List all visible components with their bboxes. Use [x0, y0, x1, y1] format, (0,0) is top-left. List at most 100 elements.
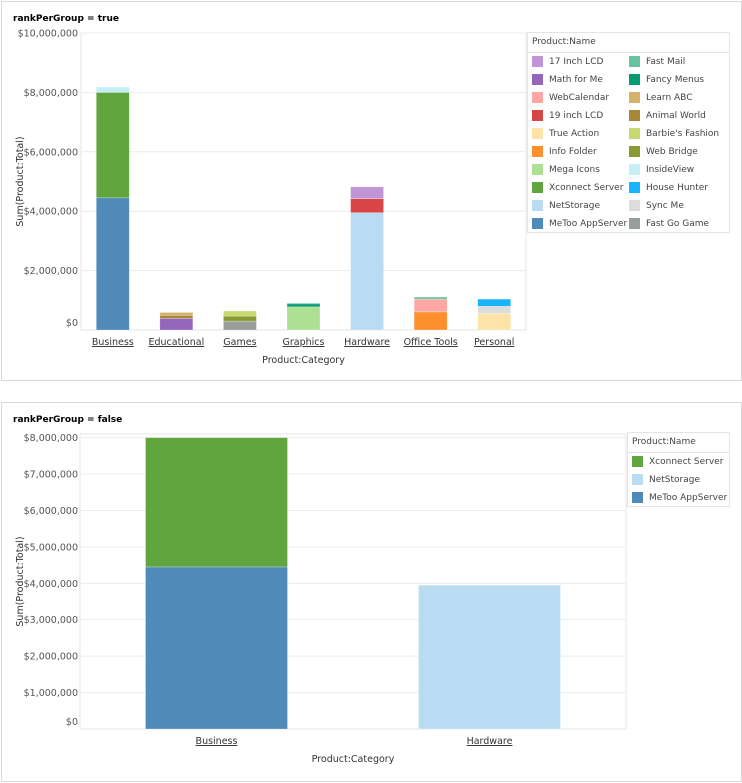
x-tick-label[interactable]: Graphics: [283, 337, 325, 348]
legend-title: Product:Name: [628, 433, 729, 453]
legend-swatch: [532, 218, 543, 229]
legend-label: Web Bridge: [646, 146, 698, 157]
legend-item[interactable]: True Action: [532, 127, 629, 140]
panel-title: rankPerGroup = true: [13, 14, 119, 24]
legend-label: Fast Mail: [646, 56, 686, 67]
bar-segment-xconnect-server: [145, 437, 288, 568]
legend-item[interactable]: Web Bridge: [629, 145, 729, 158]
bar-segment-xconnect-server: [96, 92, 130, 199]
legend-item[interactable]: Fast Mail: [629, 55, 729, 68]
x-axis-title: Product:Category: [312, 754, 395, 765]
legend-item[interactable]: Learn ABC: [629, 91, 729, 104]
legend-label: Xconnect Server: [649, 456, 724, 467]
legend-label: Math for Me: [549, 74, 603, 85]
legend-item[interactable]: InsideView: [629, 163, 729, 176]
y-tick-label: $10,000,000: [18, 29, 78, 40]
legend-swatch: [629, 56, 640, 67]
legend-swatch: [632, 456, 643, 467]
legend-label: House Hunter: [646, 182, 709, 193]
bar-segment-math-for-me: [159, 318, 194, 331]
legend-item[interactable]: Fancy Menus: [629, 73, 729, 86]
legend-item[interactable]: 17 Inch LCD: [532, 55, 629, 68]
bar-segment-animal-world: [159, 315, 194, 319]
bar-segment-fancy-menus: [286, 303, 321, 308]
legend-item[interactable]: Animal World: [629, 109, 729, 122]
x-tick-label[interactable]: Games: [223, 337, 256, 348]
y-tick-label: $1,000,000: [24, 688, 78, 699]
x-tick-label[interactable]: Hardware: [467, 736, 513, 747]
x-tick-label[interactable]: Personal: [474, 337, 514, 348]
legend-swatch: [629, 200, 640, 211]
panel-title: rankPerGroup = false: [13, 415, 123, 425]
legend-label: MeToo AppServer: [649, 492, 728, 503]
legend-label: 17 Inch LCD: [549, 56, 604, 67]
legend-item[interactable]: Fast Go Game: [629, 217, 729, 230]
y-tick-label: $0: [66, 717, 78, 728]
bar-segment-17-inch-lcd: [350, 186, 384, 199]
bar-segment-house-hunter: [477, 298, 511, 307]
bar-segment-insideview: [96, 86, 130, 93]
bar-segment-webcalendar: [413, 298, 448, 313]
y-tick-label: $2,000,000: [24, 266, 78, 277]
legend-title: Product:Name: [528, 33, 729, 53]
legend-swatch: [532, 146, 543, 157]
legend-item[interactable]: Info Folder: [532, 145, 629, 158]
legend-item[interactable]: Mega Icons: [532, 163, 629, 176]
bar-segment-netstorage: [350, 212, 384, 331]
legend-item[interactable]: Sync Me: [629, 199, 729, 212]
legend-swatch: [629, 128, 640, 139]
bar-segment-metoo-appserver: [96, 197, 130, 331]
legend-item[interactable]: Math for Me: [532, 73, 629, 86]
y-axis-title: Sum(Product:Total): [15, 136, 26, 226]
legend-item[interactable]: 19 inch LCD: [532, 109, 629, 122]
legend-item[interactable]: MeToo AppServer: [632, 491, 729, 504]
legend-swatch: [532, 110, 543, 121]
legend-swatch: [532, 56, 543, 67]
legend-item[interactable]: NetStorage: [632, 473, 729, 486]
y-tick-label: $4,000,000: [24, 579, 78, 590]
legend-swatch: [632, 492, 643, 503]
legend-swatch: [629, 146, 640, 157]
legend-item[interactable]: Xconnect Server: [532, 181, 629, 194]
legend-item[interactable]: NetStorage: [532, 199, 629, 212]
legend-item[interactable]: Xconnect Server: [632, 455, 729, 468]
bar-segment-fast-go-game: [223, 320, 257, 331]
legend-label: NetStorage: [549, 200, 601, 211]
legend-label: True Action: [549, 128, 600, 139]
bar-segment-fast-mail: [286, 302, 321, 305]
bar-segment-19-inch-lcd: [350, 198, 384, 213]
legend-label: Learn ABC: [646, 92, 693, 103]
bar-segment-web-bridge: [223, 315, 257, 322]
x-tick-label[interactable]: Business: [92, 337, 134, 348]
legend-swatch: [532, 164, 543, 175]
legend-item[interactable]: Barbie's Fashion: [629, 127, 729, 140]
legend: Product:Name Xconnect Server NetStorage Me…: [627, 432, 730, 507]
legend-label: MeToo AppServer: [549, 218, 628, 229]
y-tick-label: $4,000,000: [24, 207, 78, 218]
stacked-bar-chart: $0 $2,000,000 $4,000,000 $6,000,000 $8,000,0…: [15, 29, 527, 366]
y-tick-label: $3,000,000: [24, 615, 78, 626]
legend-swatch: [532, 74, 543, 85]
legend-swatch: [532, 200, 543, 211]
legend-item[interactable]: MeToo AppServer: [532, 217, 629, 230]
x-tick-label[interactable]: Hardware: [344, 337, 390, 348]
x-tick-label[interactable]: Office Tools: [404, 337, 458, 348]
legend-item[interactable]: WebCalendar: [532, 91, 629, 104]
legend-label: WebCalendar: [549, 92, 610, 103]
x-tick-label[interactable]: Business: [196, 736, 238, 747]
legend-swatch: [629, 74, 640, 85]
plot-area: [79, 433, 627, 730]
legend-swatch: [629, 110, 640, 121]
y-tick-label: $6,000,000: [24, 147, 78, 158]
y-tick-label: $2,000,000: [24, 652, 78, 663]
legend-item[interactable]: House Hunter: [629, 181, 729, 194]
legend-swatch: [632, 474, 643, 485]
bar-segment-sync-me: [477, 305, 511, 314]
legend-label: Sync Me: [646, 200, 684, 211]
legend-label: NetStorage: [649, 474, 701, 485]
x-tick-label[interactable]: Educational: [148, 337, 204, 348]
bar-segment-true-action: [477, 313, 511, 331]
legend-label: Info Folder: [549, 146, 597, 157]
chart-panel-rank-true: rankPerGroup = true $0 $2,000,000 $4,000,0…: [1, 1, 742, 381]
bar-segment-fast-mail: [413, 296, 448, 300]
